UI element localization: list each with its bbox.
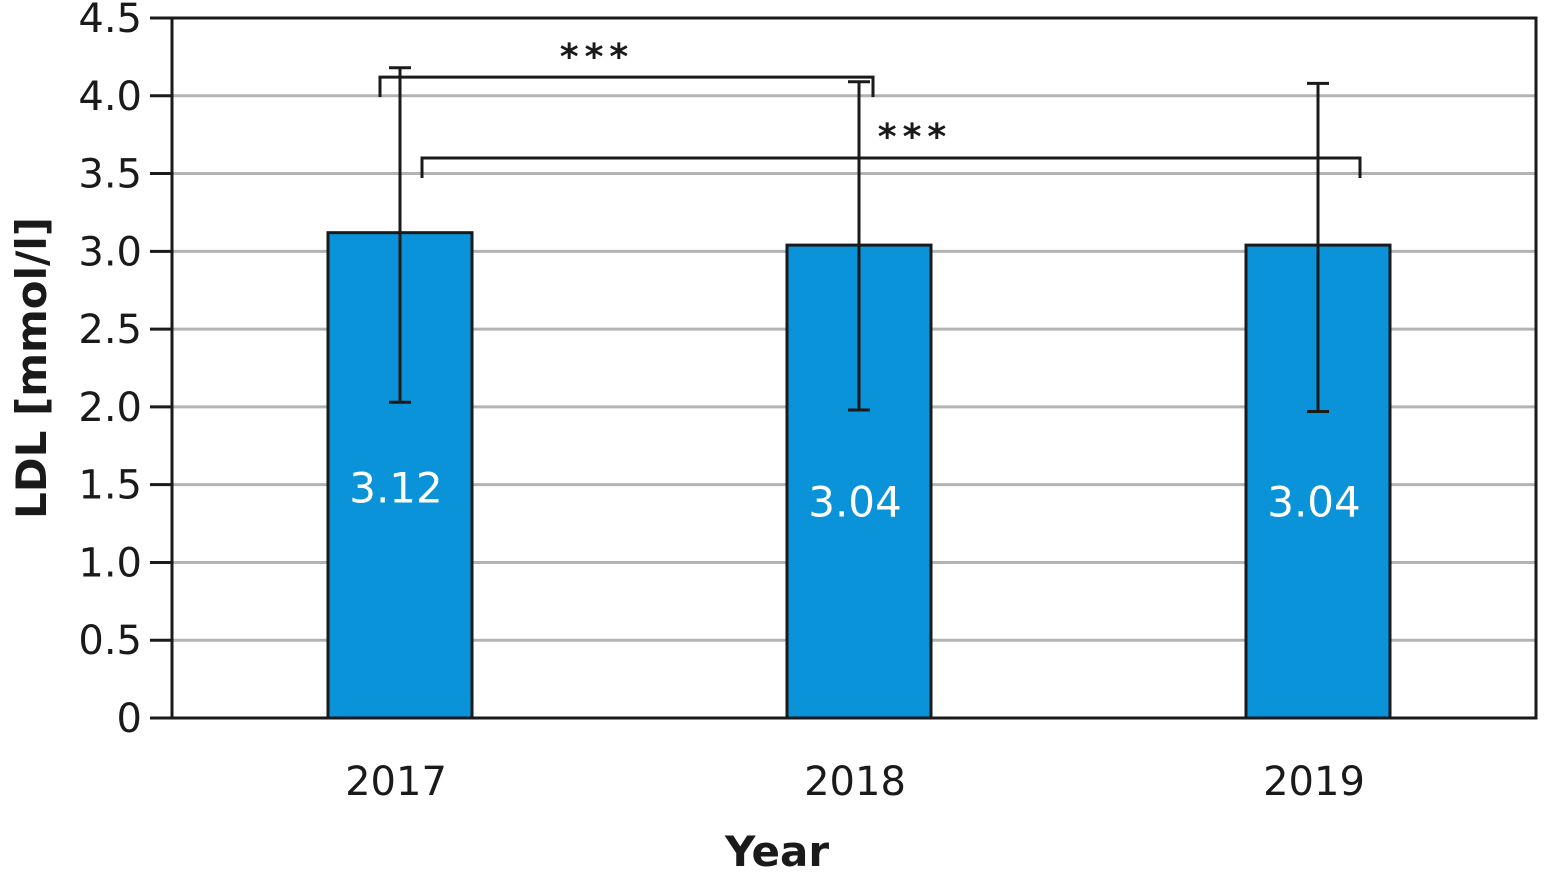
error-bars (389, 66, 1329, 414)
significance-brackets: *** *** (378, 37, 1362, 178)
x-axis-title: Year (724, 827, 829, 872)
y-tick-label: 4.5 (78, 0, 142, 42)
y-tick-label: 3.0 (78, 229, 142, 275)
significance-bracket (378, 75, 875, 98)
y-tick-label: 2.0 (78, 385, 142, 431)
bar-value-label: 3.12 (349, 464, 443, 513)
plot-frame (170, 16, 1538, 720)
y-tick-label: 4.0 (78, 74, 142, 120)
x-tick-label: 2018 (804, 759, 906, 805)
y-tick-label: 0.5 (78, 618, 142, 664)
y-tick-label: 1.5 (78, 463, 142, 509)
y-tick-label: 2.5 (78, 307, 142, 353)
significance-label: *** (560, 37, 634, 78)
y-tick-label: 1.0 (78, 540, 142, 586)
bar-value-label: 3.04 (1267, 478, 1361, 527)
y-axis-title: LDL [mmol/l] (7, 217, 56, 519)
significance-label: *** (878, 117, 952, 158)
significance-bracket (420, 156, 1362, 178)
x-tick-label: 2019 (1263, 759, 1365, 805)
y-axis-ticks: 0 0.5 1.0 1.5 2.0 2.5 3.0 3.5 4.0 4.5 (78, 0, 172, 742)
bar-value-label: 3.04 (808, 478, 902, 527)
y-tick-label: 0 (117, 696, 142, 742)
x-axis-ticks: 2017 2018 2019 (345, 759, 1365, 805)
y-tick-label: 3.5 (78, 152, 142, 198)
x-tick-label: 2017 (345, 759, 447, 805)
